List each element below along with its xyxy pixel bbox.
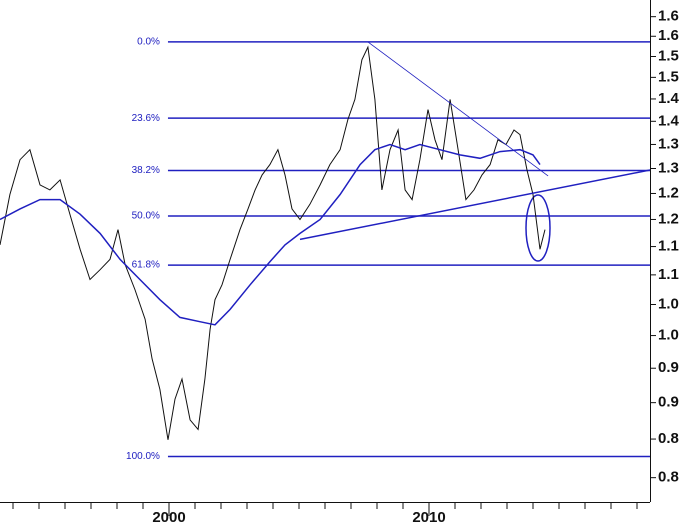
y-tick-label: 0.8 — [658, 469, 679, 486]
y-tick-label: 1.4 — [658, 112, 680, 129]
x-tick-label: 2000 — [152, 509, 185, 526]
y-tick-label: 1.3 — [658, 135, 679, 152]
highlight-ellipse — [525, 194, 551, 262]
fib-label: 23.6% — [132, 113, 160, 124]
series-line — [299, 169, 651, 241]
y-tick-label: 1.2 — [658, 184, 679, 201]
series-line — [0, 45, 546, 440]
y-tick-label: 1.1 — [658, 238, 679, 255]
y-tick-label: 1.4 — [658, 90, 680, 107]
fib-label: 38.2% — [132, 165, 160, 176]
y-tick-label: 0.8 — [658, 430, 679, 447]
y-tick-label: 1.0 — [658, 327, 679, 344]
y-tick-label: 0.9 — [658, 359, 679, 376]
y-tick-label: 1.2 — [658, 210, 679, 227]
fib-label: 61.8% — [132, 260, 160, 271]
y-tick-label: 1.6 — [658, 8, 679, 25]
series-line — [367, 41, 549, 177]
x-tick-label: 2010 — [412, 509, 445, 526]
y-tick-label: 1.5 — [658, 47, 679, 64]
fib-label: 50.0% — [132, 211, 160, 222]
fib-label: 0.0% — [137, 37, 160, 48]
y-tick-label: 1.3 — [658, 159, 679, 176]
y-tick-label: 1.6 — [658, 27, 679, 44]
series-line — [0, 143, 541, 326]
fib-label: 100.0% — [126, 451, 160, 462]
y-tick-label: 1.0 — [658, 295, 679, 312]
y-tick-label: 1.1 — [658, 266, 679, 283]
y-tick-label: 0.9 — [658, 394, 679, 411]
y-tick-label: 1.5 — [658, 68, 679, 85]
